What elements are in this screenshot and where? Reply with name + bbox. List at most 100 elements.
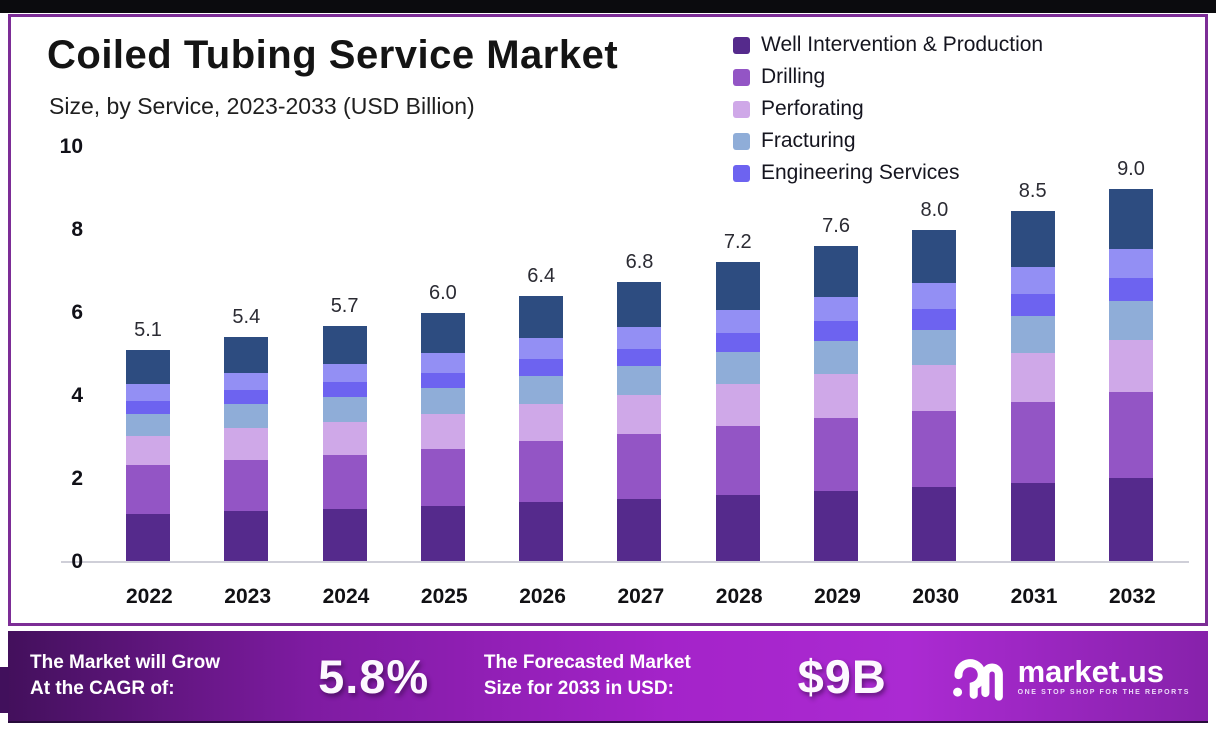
bar-2030: 8.0 (912, 199, 957, 562)
y-axis-tick-label: 2 (71, 467, 83, 490)
bar-segment-drilling (1108, 392, 1153, 478)
bar-segment (617, 282, 662, 327)
bar-segment-drilling (617, 434, 662, 499)
bar-segment (715, 310, 760, 333)
bar-segment-fracturing (224, 404, 269, 428)
plot-area: 5.1 5.4 5.7 6.0 6.4 6.8 7.2 7.6 8.0 8.5 9.0 0 2 4 6 8 1… (60, 135, 1189, 573)
y-axis-tick-label: 10 (59, 135, 83, 158)
bar-segment (912, 230, 957, 283)
bar-2028: 7.2 (715, 231, 760, 562)
bar-segment-perforating (126, 436, 170, 465)
market-us-logo-icon (952, 659, 1003, 701)
bar-segment (224, 373, 269, 390)
bar-segment (1108, 249, 1153, 278)
bar-segment-well-intervention-production (126, 514, 170, 562)
legend-label: Well Intervention & Production (761, 33, 1044, 56)
banner-left-tab (0, 667, 9, 713)
bar-2031: 8.5 (1010, 180, 1055, 562)
bar-segment-engineering-services (224, 390, 269, 404)
market-us-logo-text: market.us ONE STOP SHOP FOR THE REPORTS (1017, 653, 1190, 696)
bar-segment (224, 337, 269, 373)
bar-segment-perforating (617, 395, 662, 434)
x-axis-label: 2022 (126, 585, 173, 608)
bar-segment (814, 246, 859, 297)
x-axis-label: 2026 (519, 585, 566, 608)
bar-segment-fracturing (814, 341, 859, 374)
bar-2022: 5.1 (126, 319, 170, 562)
bar-2024: 5.7 (322, 295, 367, 562)
bar-segment-well-intervention-production (1010, 483, 1055, 562)
bar-segment-drilling (224, 460, 269, 511)
legend-swatch-icon (733, 164, 750, 182)
bar-segment-well-intervention-production (519, 502, 564, 562)
y-axis-tick-label: 0 (71, 550, 83, 573)
bar-segment-well-intervention-production (224, 511, 269, 562)
bar-segment-perforating (322, 422, 367, 455)
bar-segment-engineering-services (1010, 294, 1055, 316)
legend-label: Engineering Services (761, 161, 960, 184)
legend-item: Engineering Services (733, 157, 1043, 189)
bar-segment-perforating (814, 374, 859, 418)
x-axis-label: 2032 (1108, 585, 1156, 608)
chart-card: Coiled Tubing Service Market Size, by Se… (8, 14, 1208, 626)
bar-segment-well-intervention-production (912, 487, 957, 562)
bar-segment-well-intervention-production (715, 495, 760, 562)
bar-segment-drilling (519, 441, 564, 502)
y-axis-tick-label: 6 (71, 301, 83, 324)
bar-segment-fracturing (519, 376, 564, 404)
bar-segment-perforating (224, 428, 269, 460)
bar-segment-engineering-services (519, 359, 564, 376)
x-axis-label: 2031 (1010, 585, 1058, 608)
bar-segment-drilling (814, 418, 859, 491)
legend-swatch-icon (733, 100, 750, 118)
bar-segment-drilling (322, 455, 367, 509)
legend-item: Fracturing (733, 125, 1043, 157)
bar-segment-fracturing (617, 366, 662, 395)
bar-segment-fracturing (715, 352, 760, 384)
bar-2023: 5.4 (224, 306, 269, 562)
bar-segment-fracturing (322, 397, 367, 422)
forecast-label: The Forecasted Market Size for 2033 in U… (483, 652, 691, 699)
bar-segment-fracturing (1010, 316, 1055, 353)
bar-segment (322, 364, 367, 382)
cagr-label: The Market will Grow At the CAGR of: (30, 652, 221, 699)
bar-total-label: 7.6 (822, 215, 850, 237)
top-edge-strip (0, 0, 1216, 13)
bar-segment (519, 338, 564, 359)
legend-label: Drilling (761, 65, 826, 88)
bar-segment (126, 350, 170, 384)
x-axis-label: 2025 (420, 585, 468, 608)
legend-swatch-icon (733, 36, 750, 54)
market-us-logo[interactable]: market.us ONE STOP SHOP FOR THE REPORTS (952, 650, 1190, 702)
bar-segment-engineering-services (814, 321, 859, 341)
x-axis-label: 2028 (715, 585, 763, 608)
x-axis-labels: 2022 2023 2024 2025 2026 2027 2028 2029 2030 2031… (105, 585, 1181, 609)
bar-segment (1108, 189, 1153, 249)
bar-2025: 6.0 (420, 282, 465, 562)
legend-label: Fracturing (761, 129, 856, 152)
bars-container: 5.1 5.4 5.7 6.0 6.4 6.8 7.2 7.6 8.0 8.5 9.0 (105, 147, 1181, 562)
bar-total-label: 6.8 (625, 251, 654, 273)
bar-segment-engineering-services (322, 382, 367, 397)
bar-segment (715, 262, 760, 310)
bar-segment (126, 384, 170, 401)
y-axis-tick-label: 8 (71, 218, 83, 241)
bar-total-label: 5.4 (232, 306, 261, 328)
bar-segment-fracturing (1108, 301, 1153, 340)
bar-segment-drilling (1010, 402, 1055, 483)
y-axis-tick-label: 4 (71, 384, 83, 407)
bar-segment-well-intervention-production (420, 506, 465, 562)
bar-segment-engineering-services (126, 401, 170, 414)
chart-legend: Well Intervention & Production Drilling Pe… (733, 29, 1043, 189)
bar-2027: 6.8 (617, 251, 662, 562)
bar-total-label: 8.0 (920, 199, 949, 221)
bar-segment-well-intervention-production (1108, 478, 1153, 562)
legend-swatch-icon (733, 68, 750, 86)
bar-segment-engineering-services (617, 349, 662, 366)
bar-total-label: 7.2 (723, 231, 752, 253)
bar-segment-perforating (715, 384, 760, 426)
bar-total-label: 8.5 (1018, 180, 1047, 202)
legend-item: Perforating (733, 93, 1043, 125)
bar-segment-well-intervention-production (617, 499, 662, 562)
x-axis-label: 2030 (912, 585, 960, 608)
